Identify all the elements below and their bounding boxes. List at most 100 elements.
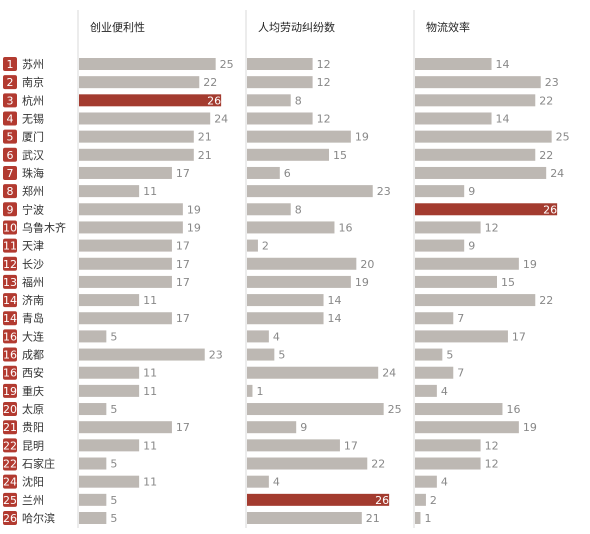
bar <box>415 294 536 307</box>
bar <box>247 348 275 361</box>
bar <box>79 58 216 70</box>
rank-badge <box>3 165 17 180</box>
rank-badge <box>3 129 17 144</box>
rank-label: 21 <box>3 421 17 434</box>
value-label: 19 <box>523 258 537 271</box>
rank-badge <box>3 511 17 525</box>
value-label: 8 <box>295 203 302 216</box>
value-label: 5 <box>446 349 453 362</box>
rank-badge <box>3 402 17 417</box>
city-label: 太原 <box>22 403 44 416</box>
bar <box>415 148 536 161</box>
value-label: 23 <box>377 185 391 198</box>
value-label: 17 <box>512 330 526 343</box>
bar <box>415 457 481 470</box>
bar <box>247 185 373 198</box>
bar <box>415 112 492 125</box>
bar <box>415 475 437 488</box>
rank-badge <box>3 365 17 380</box>
bar <box>247 130 351 143</box>
rank-badge <box>3 57 17 71</box>
rank-label: 14 <box>3 294 17 307</box>
rank-label: 25 <box>3 494 17 507</box>
bar <box>247 76 313 89</box>
bar <box>247 493 390 506</box>
rank-label: 4 <box>7 112 14 125</box>
bar <box>247 475 269 488</box>
city-label: 福州 <box>22 275 44 289</box>
bar <box>415 76 541 89</box>
bar <box>247 203 291 216</box>
rank-badge <box>3 456 17 471</box>
value-label: 9 <box>300 421 307 434</box>
bar <box>79 384 140 397</box>
rank-badge <box>3 329 17 344</box>
value-label: 21 <box>198 149 212 162</box>
city-label: 厦门 <box>22 130 44 144</box>
value-label: 17 <box>344 439 358 452</box>
column-title: 人均劳动纠纷数 <box>258 21 335 34</box>
bar <box>247 112 313 125</box>
bar <box>415 166 547 179</box>
value-label: 11 <box>143 294 157 307</box>
bar <box>79 457 107 470</box>
value-label: 22 <box>539 149 553 162</box>
bar <box>415 185 465 198</box>
city-label: 哈尔滨 <box>22 511 55 525</box>
bar <box>247 457 368 470</box>
city-label: 重庆 <box>22 384 44 398</box>
city-label: 沈阳 <box>22 475 44 489</box>
value-label: 19 <box>187 221 201 234</box>
value-label: 12 <box>485 221 499 234</box>
value-label: 26 <box>375 494 389 507</box>
city-label: 无锡 <box>22 111 44 125</box>
city-label: 杭州 <box>22 93 44 107</box>
bar <box>415 421 519 434</box>
rank-label: 22 <box>3 458 17 471</box>
bar <box>415 330 508 343</box>
bar <box>415 403 503 416</box>
value-label: 12 <box>317 112 331 125</box>
bar <box>415 312 454 325</box>
value-label: 16 <box>506 403 520 416</box>
city-label: 珠海 <box>22 166 44 180</box>
rank-label: 16 <box>3 367 17 380</box>
value-label: 5 <box>110 494 117 507</box>
value-label: 26 <box>207 94 221 107</box>
rank-badge <box>3 75 17 90</box>
bar <box>79 239 172 252</box>
bar <box>415 384 437 397</box>
rank-label: 6 <box>7 149 14 162</box>
rank-label: 9 <box>7 203 14 216</box>
value-label: 22 <box>539 94 553 107</box>
bar <box>79 112 211 125</box>
value-label: 22 <box>539 294 553 307</box>
rank-label: 2 <box>7 76 14 89</box>
value-label: 2 <box>262 240 269 253</box>
city-label: 天津 <box>22 240 44 253</box>
rank-badge <box>3 147 17 162</box>
rank-label: 16 <box>3 349 17 362</box>
rank-badge <box>3 420 17 435</box>
value-label: 17 <box>176 276 190 289</box>
rank-badge <box>3 347 17 362</box>
value-label: 24 <box>550 167 564 180</box>
city-label: 西安 <box>22 366 44 380</box>
bar <box>415 439 481 452</box>
bar <box>247 512 362 524</box>
city-label: 武汉 <box>22 149 44 162</box>
city-label: 长沙 <box>22 258 44 271</box>
value-label: 11 <box>143 185 157 198</box>
value-label: 20 <box>360 258 374 271</box>
rank-badge <box>3 93 17 108</box>
bar <box>415 239 465 252</box>
value-label: 4 <box>273 476 280 489</box>
city-label: 成都 <box>22 349 44 362</box>
bar <box>247 58 313 70</box>
value-label: 25 <box>556 131 570 144</box>
value-label: 24 <box>214 112 228 125</box>
rank-badge <box>3 256 17 271</box>
rank-badge <box>3 238 17 253</box>
value-label: 19 <box>355 276 369 289</box>
bar <box>79 166 172 179</box>
